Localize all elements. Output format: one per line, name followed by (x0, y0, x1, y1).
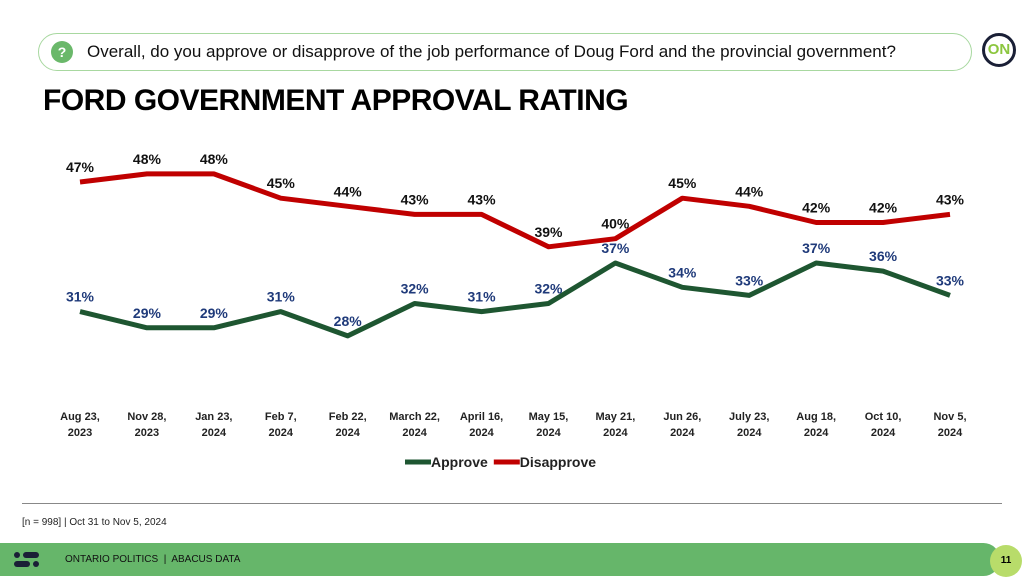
data-label: 43% (401, 191, 430, 207)
divider (22, 503, 1002, 504)
data-label: 40% (601, 216, 630, 232)
x-tick-label: Aug 18, (796, 411, 836, 423)
series-line-approve (79, 260, 951, 339)
data-label: 29% (200, 305, 229, 321)
data-label: 48% (200, 151, 229, 167)
x-tick-label: Nov 28, (127, 411, 166, 423)
x-tick-label: Jan 23, (195, 411, 232, 423)
data-label: 33% (735, 272, 764, 288)
footer-bar: ONTARIO POLITICS | ABACUS DATA (0, 543, 1000, 576)
data-label: 28% (334, 313, 363, 329)
x-tick-label: 2024 (202, 427, 227, 439)
legend-label: Approve (431, 454, 488, 470)
page-number: 11 (990, 545, 1022, 577)
data-label: 29% (133, 305, 162, 321)
x-tick-label: July 23, (729, 411, 769, 423)
data-label: 37% (802, 240, 831, 256)
x-tick-label: 2024 (269, 427, 294, 439)
data-label: 45% (668, 175, 697, 191)
data-label: 45% (267, 175, 296, 191)
x-tick-label: Jun 26, (663, 411, 701, 423)
x-tick-label: Feb 22, (329, 411, 367, 423)
x-tick-label: 2024 (402, 427, 427, 439)
x-tick-label: 2024 (603, 427, 628, 439)
data-label: 47% (66, 159, 95, 175)
x-tick-label: 2024 (871, 427, 896, 439)
data-label: 31% (66, 289, 95, 305)
series-line-disapprove (79, 171, 951, 250)
sample-note: [n = 998] | Oct 31 to Nov 5, 2024 (22, 517, 167, 528)
x-tick-label: Nov 5, (933, 411, 966, 423)
data-label: 31% (468, 289, 497, 305)
legend-label: Disapprove (520, 454, 596, 470)
line-chart: 31% 29% 29% 31% 28% 32% 31% 32% 37% 34% 33% 37% 36% 3… (60, 151, 966, 470)
x-tick-label: 2024 (469, 427, 494, 439)
x-tick-label: Oct 10, (865, 411, 902, 423)
data-label: 32% (401, 281, 430, 297)
data-label: 32% (534, 281, 563, 297)
data-label: 34% (668, 264, 697, 280)
footer-brand: ONTARIO POLITICS | ABACUS DATA (65, 554, 241, 565)
data-label: 48% (133, 151, 162, 167)
x-tick-label: 2024 (335, 427, 360, 439)
question-box: ? Overall, do you approve or disapprove … (38, 33, 972, 71)
data-label: 44% (334, 183, 363, 199)
data-label: 33% (936, 272, 965, 288)
data-label: 42% (869, 200, 898, 216)
x-tick-label: 2024 (670, 427, 695, 439)
data-label: 42% (802, 200, 831, 216)
x-tick-label: 2023 (68, 427, 92, 439)
page-title: FORD GOVERNMENT APPROVAL RATING (43, 84, 629, 117)
question-icon: ? (51, 41, 73, 63)
on-logo: ON (982, 33, 1016, 67)
data-label: 31% (267, 289, 296, 305)
x-tick-label: 2024 (536, 427, 561, 439)
abacus-logo-icon (14, 552, 39, 567)
x-tick-label: 2023 (135, 427, 159, 439)
data-label: 36% (869, 248, 898, 264)
data-label: 43% (468, 191, 497, 207)
x-tick-label: April 16, (460, 411, 503, 423)
x-tick-label: March 22, (389, 411, 440, 423)
x-tick-label: May 21, (596, 411, 636, 423)
data-label: 37% (601, 240, 630, 256)
x-tick-label: 2024 (737, 427, 762, 439)
x-tick-label: Feb 7, (265, 411, 297, 423)
data-label: 39% (534, 224, 563, 240)
x-tick-label: 2024 (938, 427, 963, 439)
x-tick-label: Aug 23, (60, 411, 100, 423)
question-text: Overall, do you approve or disapprove of… (87, 42, 896, 61)
data-label: 44% (735, 183, 764, 199)
x-tick-label: May 15, (529, 411, 569, 423)
x-tick-label: 2024 (804, 427, 829, 439)
data-label: 43% (936, 191, 965, 207)
